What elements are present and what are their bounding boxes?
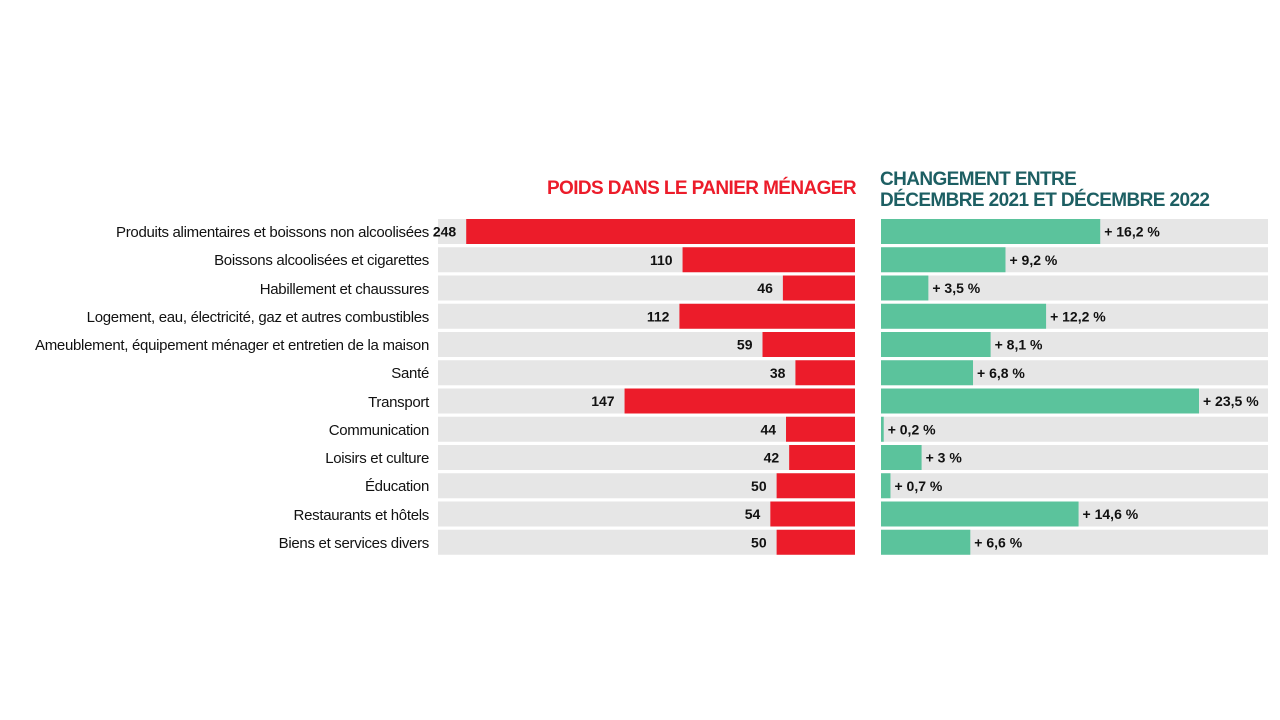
weight-bar <box>762 332 855 357</box>
weight-value-label: 50 <box>751 534 767 550</box>
weight-bar <box>786 416 855 442</box>
weight-value-label: 42 <box>764 450 780 466</box>
weight-value-label: 38 <box>770 365 786 381</box>
change-bar <box>881 219 1101 244</box>
change-bar <box>881 360 974 386</box>
change-chart-title-line-2: DÉCEMBRE 2021 ET DÉCEMBRE 2022 <box>880 190 1210 211</box>
change-value-label: + 6,8 % <box>977 365 1025 381</box>
change-bar-track <box>881 445 1268 470</box>
category-label: Communication <box>328 421 430 439</box>
change-value-label: + 8,1 % <box>995 337 1043 353</box>
weight-bar <box>795 360 855 386</box>
weight-bar-track <box>438 445 855 470</box>
weight-bar <box>776 473 855 499</box>
category-label: Restaurants et hôtels <box>293 506 430 524</box>
change-value-label: + 9,2 % <box>1009 252 1057 268</box>
category-label: Transport <box>368 393 429 411</box>
category-label: Éducation <box>364 478 429 496</box>
weight-value-label: 248 <box>433 224 457 240</box>
change-value-label: + 0,2 % <box>888 421 936 437</box>
weight-bar-track <box>438 416 855 442</box>
weight-value-label: 50 <box>751 478 767 494</box>
change-bar <box>881 388 1199 414</box>
change-value-label: + 0,7 % <box>894 478 942 494</box>
category-label: Loisirs et culture <box>325 450 429 467</box>
category-label: Ameublement, équipement ménager et entre… <box>35 337 429 354</box>
weight-bar <box>782 275 855 301</box>
weight-bar <box>682 247 855 273</box>
change-value-label: + 16,2 % <box>1104 224 1160 240</box>
weight-value-label: 46 <box>757 280 773 296</box>
weight-bar-track <box>438 360 855 386</box>
weight-value-label: 112 <box>647 308 670 324</box>
weight-value-label: 147 <box>591 393 615 409</box>
weight-bar <box>679 303 855 329</box>
weight-bar <box>789 445 855 470</box>
change-value-label: + 23,5 % <box>1203 393 1259 409</box>
weight-bar <box>466 219 855 244</box>
change-bar <box>881 247 1006 273</box>
weight-value-label: 59 <box>737 337 753 353</box>
change-chart-title: CHANGEMENT ENTRE DÉCEMBRE 2021 ET DÉCEMB… <box>880 169 1275 211</box>
change-bar <box>881 445 922 470</box>
category-label: Biens et services divers <box>278 534 430 552</box>
weight-chart-title: POIDS DANS LE PANIER MÉNAGER <box>546 178 857 199</box>
change-value-label: + 3 % <box>926 450 963 466</box>
weight-bar <box>776 529 855 555</box>
change-bar <box>881 473 891 499</box>
change-bar <box>881 416 884 442</box>
category-label: Produits alimentaires et boissons non al… <box>116 224 429 241</box>
weight-value-label: 54 <box>745 506 761 522</box>
change-chart-title-line-1: CHANGEMENT ENTRE <box>880 169 1077 190</box>
change-bar <box>881 501 1079 527</box>
change-bar <box>881 303 1047 329</box>
change-bar <box>881 529 971 555</box>
weight-value-label: 44 <box>760 421 776 437</box>
weight-value-label: 110 <box>650 252 673 268</box>
change-bar <box>881 332 991 357</box>
category-label: Habillement et chaussures <box>259 280 430 298</box>
change-bar <box>881 275 929 301</box>
category-label: Boissons alcoolisées et cigarettes <box>214 252 429 270</box>
category-label: Logement, eau, électricité, gaz et autre… <box>86 308 430 326</box>
change-bar-track <box>881 416 1268 442</box>
change-value-label: + 3,5 % <box>932 280 980 296</box>
weight-bar <box>624 388 855 414</box>
category-label: Santé <box>391 365 429 383</box>
change-value-label: + 14,6 % <box>1083 506 1139 522</box>
weight-bar <box>770 501 855 527</box>
change-bar-track <box>881 473 1268 499</box>
change-bar-track <box>881 275 1268 301</box>
category-labels: Produits alimentaires et boissons non al… <box>0 219 430 558</box>
change-value-label: + 6,6 % <box>974 534 1022 550</box>
change-value-label: + 12,2 % <box>1050 308 1106 324</box>
